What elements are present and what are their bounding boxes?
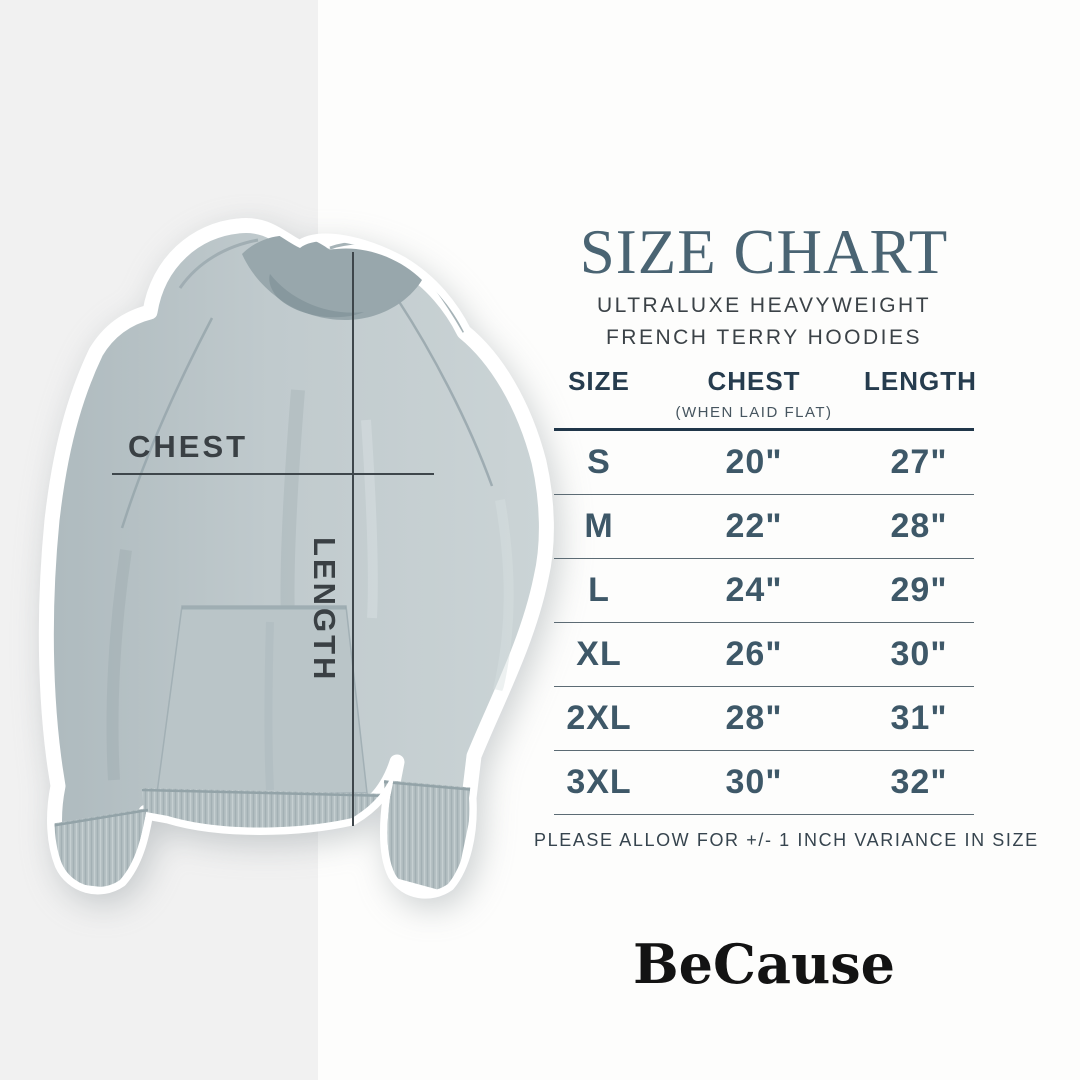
left-cuff-seam: [49, 808, 149, 828]
variance-note: PLEASE ALLOW FOR +/- 1 INCH VARIANCE IN …: [534, 830, 1039, 850]
hem-seam: [141, 788, 393, 798]
cell-size: S: [587, 443, 611, 481]
column-header-chest: CHEST (WHEN LAID FLAT): [644, 366, 864, 421]
hood-inner-shadow: [269, 274, 364, 318]
cell-size: L: [588, 571, 610, 609]
chest-measure-line: [112, 473, 434, 475]
size-table: S 20" 27" M 22" 28" L 24" 29" XL 26" 30" 2XL 28" 31" 3X…: [554, 428, 974, 815]
cell-size: 2XL: [566, 699, 632, 737]
column-header-size: SIZE: [554, 366, 644, 421]
cell-size: XL: [576, 635, 622, 673]
page-title: SIZE CHART: [579, 217, 949, 287]
left-cuff: [50, 808, 148, 890]
cell-size: M: [584, 507, 614, 545]
right-cuff-seam: [383, 780, 477, 792]
cell-chest: 28": [725, 699, 783, 737]
size-row-s: S 20" 27": [554, 431, 974, 495]
cell-length: 30": [890, 635, 948, 673]
column-sublabel: (WHEN LAID FLAT): [675, 404, 833, 421]
column-label: CHEST: [707, 366, 801, 396]
right-cuff: [384, 780, 476, 892]
cell-chest: 30": [725, 763, 783, 801]
body-folds: [106, 389, 514, 781]
column-label: SIZE: [568, 366, 630, 396]
column-label: LENGTH: [864, 366, 977, 396]
brand-logo: BeCause: [633, 932, 895, 996]
size-row-l: L 24" 29": [554, 559, 974, 623]
cell-length: 28": [890, 507, 948, 545]
cell-chest: 26": [725, 635, 783, 673]
size-row-m: M 22" 28": [554, 495, 974, 559]
kangaroo-pocket: [156, 605, 368, 794]
subtitle-line-2: FRENCH TERRY HOODIES: [605, 326, 923, 349]
length-measure-label: LENGTH: [307, 537, 342, 683]
size-row-2xl: 2XL 28" 31": [554, 687, 974, 751]
size-row-3xl: 3XL 30" 32": [554, 751, 974, 815]
cell-chest: 22": [725, 507, 783, 545]
table-header: SIZE CHEST (WHEN LAID FLAT) LENGTH: [554, 366, 977, 421]
hoodie-product-image: [38, 217, 554, 899]
size-row-xl: XL 26" 30": [554, 623, 974, 687]
chest-measure-label: CHEST: [128, 429, 249, 464]
cell-length: 32": [890, 763, 948, 801]
pocket-fold: [264, 621, 274, 791]
cell-chest: 24": [725, 571, 783, 609]
cell-length: 31": [890, 699, 948, 737]
cell-chest: 20": [725, 443, 783, 481]
raglan-seams: [120, 299, 494, 529]
length-measure-line: [352, 252, 354, 826]
cell-length: 27": [890, 443, 948, 481]
cell-length: 29": [890, 571, 948, 609]
column-header-length: LENGTH: [864, 366, 977, 421]
column-sublabel: [554, 404, 644, 420]
subtitle-line-1: ULTRALUXE HEAVYWEIGHT: [596, 294, 932, 317]
column-sublabel: [864, 404, 974, 420]
cell-size: 3XL: [566, 763, 632, 801]
